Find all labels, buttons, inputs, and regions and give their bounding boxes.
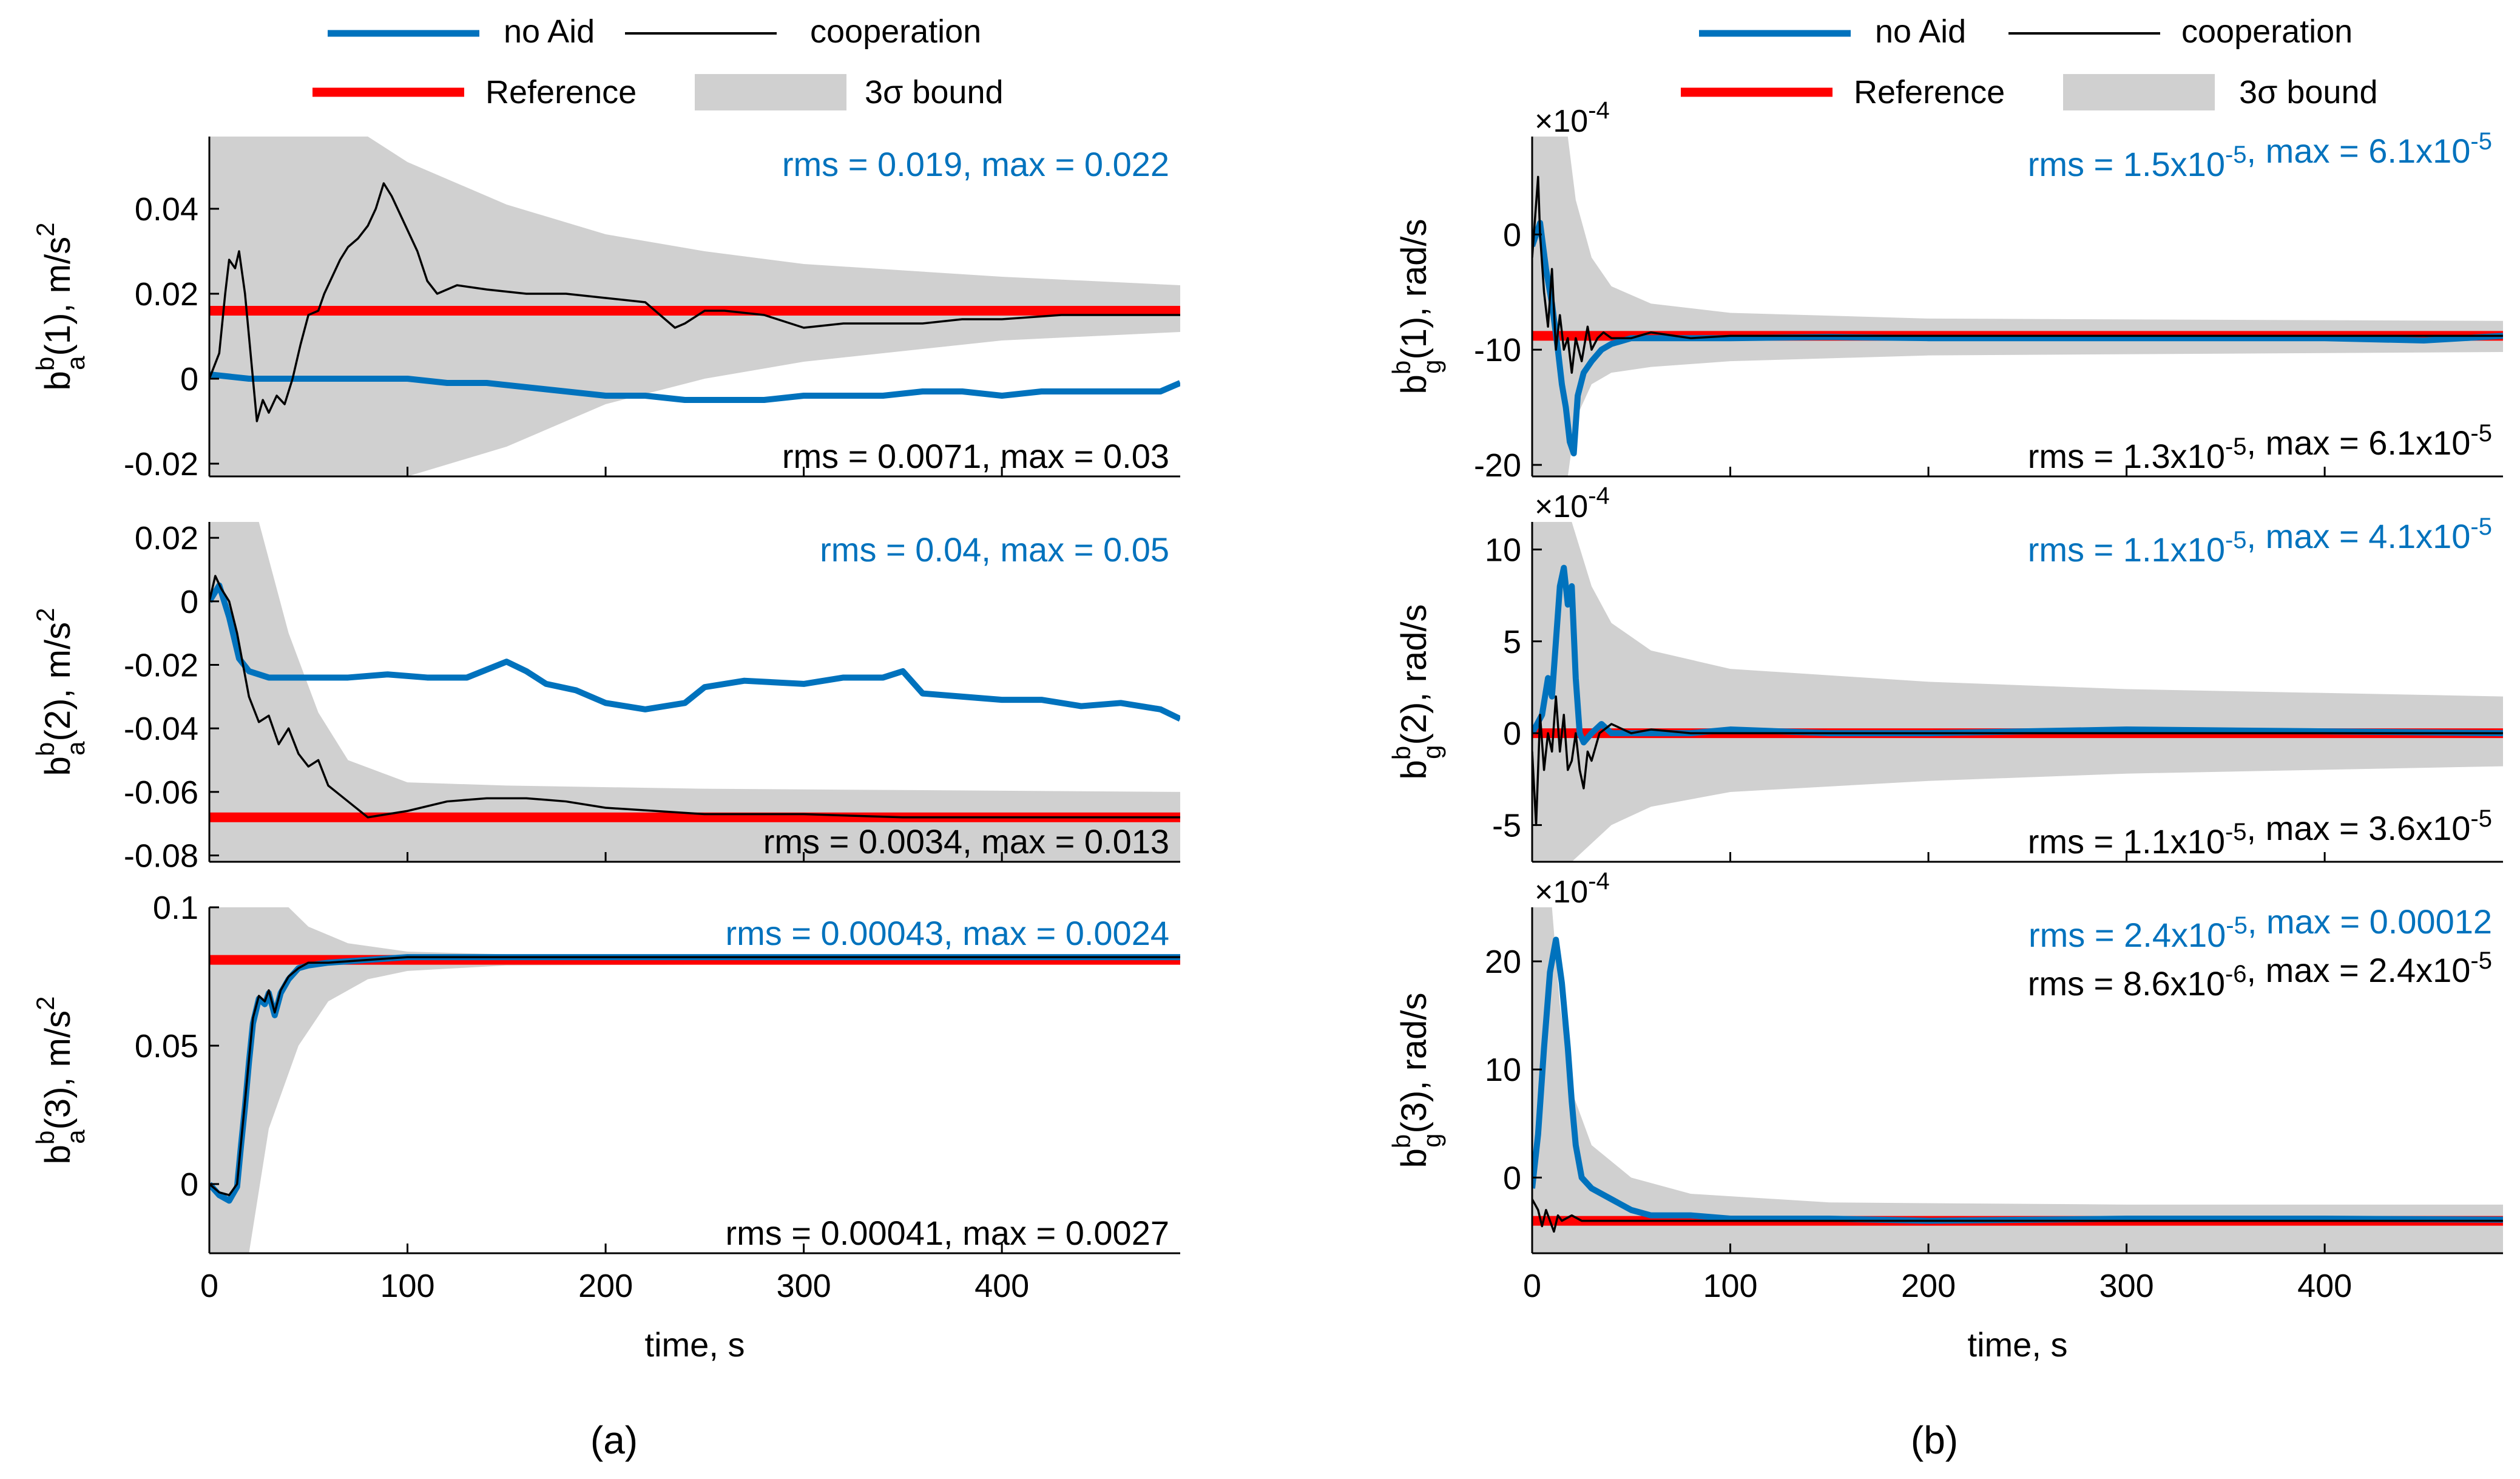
- y-exponent-b1: ×10-4: [1535, 97, 1610, 139]
- panel-b-label: (b): [1911, 1418, 1958, 1462]
- y-tick-label-b1: -20: [1474, 447, 1521, 484]
- legend-b: no Aid cooperation Reference 3σ bound: [1681, 13, 2378, 110]
- y-tick-label-a2: -0.08: [124, 838, 198, 875]
- legend-a-bound-swatch: [695, 74, 846, 110]
- plot-area-b3: [1532, 907, 2503, 1253]
- cooperation-line-a3: [209, 956, 1180, 1196]
- x-axis-label-a: time, s: [645, 1325, 745, 1364]
- stats-cooperation-b3: rms = 8.6x10-6, max = 2.4x10-5: [2028, 947, 2492, 1003]
- y-tick-label-b1: 0: [1503, 217, 1521, 253]
- y-axis-label-b3: bbg(3), rad/s: [1387, 992, 1446, 1168]
- legend-a-reference-label: Reference: [485, 74, 637, 110]
- plot-a1: -0.02 0 0.02 0.04 bba(1), m/s2 rms = 0.019, m…: [31, 137, 1180, 482]
- plot-b2: -5 0 5 10 ×10-4 bbg(2), rad/s rms = 1.1x10-5, …: [1387, 482, 2503, 863]
- plot-area-a3: [209, 907, 1180, 1253]
- stats-no-aid-b3: rms = 2.4x10-5, max = 0.00012: [2028, 902, 2492, 954]
- no-aid-line-a3: [209, 954, 1180, 1204]
- x-tick-label-b3: 0: [1523, 1268, 1541, 1304]
- y-tick-label-a3: 0.05: [135, 1028, 198, 1064]
- y-tick-label-a2: -0.04: [124, 711, 198, 747]
- y-tick-label-a2: 0.02: [135, 520, 198, 557]
- legend-a-no-aid-label: no Aid: [504, 13, 595, 50]
- y-tick-label-a2: 0: [180, 584, 198, 620]
- stats-no-aid-b2: rms = 1.1x10-5, max = 4.1x10-5: [2028, 513, 2492, 569]
- y-tick-label-b2: 0: [1503, 716, 1521, 752]
- legend-a: no Aid cooperation Reference 3σ bound: [312, 13, 1004, 110]
- y-tick-label-b2: -5: [1492, 807, 1521, 844]
- y-tick-label-a3: 0.1: [153, 890, 198, 926]
- x-axis-label-b: time, s: [1968, 1325, 2068, 1364]
- stats-no-aid-a2: rms = 0.04, max = 0.05: [820, 530, 1169, 569]
- y-tick-label-b2: 5: [1503, 624, 1521, 660]
- bound-band-a3: [209, 907, 1180, 1253]
- plot-b1: -20 -10 0 ×10-4 bbg(1), rad/s rms = 1.5x10-5,…: [1387, 97, 2503, 484]
- y-tick-label-a3: 0: [180, 1166, 198, 1203]
- y-tick-label-a1: 0.04: [135, 191, 198, 228]
- x-tick-label-a3: 400: [975, 1268, 1029, 1304]
- plot-area-a2: [209, 522, 1180, 862]
- no-aid-line-a2: [209, 582, 1180, 722]
- bound-band-a2: [209, 522, 1180, 862]
- y-tick-label-b2: 10: [1485, 532, 1521, 568]
- y-tick-label-b3: 10: [1485, 1052, 1521, 1088]
- x-tick-label-a3: 100: [380, 1268, 434, 1304]
- legend-b-no-aid-label: no Aid: [1875, 13, 1966, 50]
- y-tick-label-a2: -0.06: [124, 774, 198, 811]
- x-tick-label-b3: 200: [1901, 1268, 1956, 1304]
- y-exponent-b2: ×10-4: [1535, 482, 1610, 524]
- x-tick-label-a3: 0: [200, 1268, 218, 1304]
- plot-area-a1: [209, 137, 1180, 476]
- y-tick-label-a1: -0.02: [124, 446, 198, 482]
- y-axis-label-a3: bba(3), m/s2: [31, 997, 90, 1165]
- stats-no-aid-a3: rms = 0.00043, max = 0.0024: [725, 914, 1169, 952]
- plot-area-b1: [1532, 137, 2503, 476]
- y-axis-label-b1: bbg(1), rad/s: [1387, 218, 1446, 394]
- y-axis-label-b2: bbg(2), rad/s: [1387, 604, 1446, 779]
- cooperation-line-b3: [1532, 1199, 2503, 1233]
- legend-a-bound-label: 3σ bound: [865, 74, 1004, 110]
- stats-no-aid-b1: rms = 1.5x10-5, max = 6.1x10-5: [2028, 128, 2492, 183]
- x-tick-label-a3: 200: [578, 1268, 633, 1304]
- y-tick-label-a1: 0: [180, 361, 198, 398]
- stats-no-aid-a1: rms = 0.019, max = 0.022: [782, 145, 1169, 183]
- panel-a-label: (a): [590, 1418, 638, 1462]
- bound-band-b2: [1532, 522, 2503, 862]
- plot-a2: -0.08 -0.06 -0.04 -0.02 0 0.02 bba(2), m/s2 rms…: [31, 520, 1180, 875]
- legend-b-cooperation-label: cooperation: [2181, 13, 2353, 50]
- x-tick-label-b3: 100: [1703, 1268, 1757, 1304]
- no-aid-line-b1: [1532, 220, 2503, 457]
- cooperation-line-b2: [1532, 695, 2503, 827]
- no-aid-line-a1: [209, 371, 1180, 403]
- plots: -0.02 0 0.02 0.04 bba(1), m/s2 rms = 0.019, m…: [31, 97, 2503, 1304]
- plot-a3: 0 0.05 0.1 0 100 200 300 400 bba(3), m/s2 rms = 0…: [31, 890, 1180, 1304]
- y-exponent-b3: ×10-4: [1535, 868, 1610, 910]
- plot-area-b2: [1532, 522, 2503, 862]
- x-tick-label-b3: 400: [2297, 1268, 2352, 1304]
- y-tick-label-b1: -10: [1474, 332, 1521, 368]
- legend-b-reference-label: Reference: [1854, 74, 2005, 110]
- x-tick-label-b3: 300: [2099, 1268, 2154, 1304]
- y-axis-label-a1: bba(1), m/s2: [31, 223, 90, 391]
- y-tick-label-b3: 20: [1485, 944, 1521, 980]
- stats-cooperation-a3: rms = 0.00041, max = 0.0027: [725, 1214, 1169, 1252]
- y-tick-label-a1: 0.02: [135, 276, 198, 313]
- stats-cooperation-b1: rms = 1.3x10-5, max = 6.1x10-5: [2028, 420, 2492, 475]
- legend-b-bound-swatch: [2063, 74, 2215, 110]
- y-tick-label-b3: 0: [1503, 1160, 1521, 1196]
- stats-cooperation-a1: rms = 0.0071, max = 0.03: [782, 437, 1169, 475]
- y-axis-label-a2: bba(2), m/s2: [31, 608, 90, 776]
- cooperation-line-a1: [209, 182, 1180, 422]
- cooperation-line-a2: [209, 575, 1180, 819]
- stats-cooperation-b2: rms = 1.1x10-5, max = 3.6x10-5: [2028, 805, 2492, 861]
- legend-a-cooperation-label: cooperation: [810, 13, 981, 50]
- y-tick-label-a2: -0.02: [124, 648, 198, 684]
- cooperation-line-b1: [1532, 175, 2503, 374]
- x-tick-label-a3: 300: [777, 1268, 831, 1304]
- legend-b-bound-label: 3σ bound: [2239, 74, 2378, 110]
- stats-cooperation-a2: rms = 0.0034, max = 0.013: [763, 822, 1169, 861]
